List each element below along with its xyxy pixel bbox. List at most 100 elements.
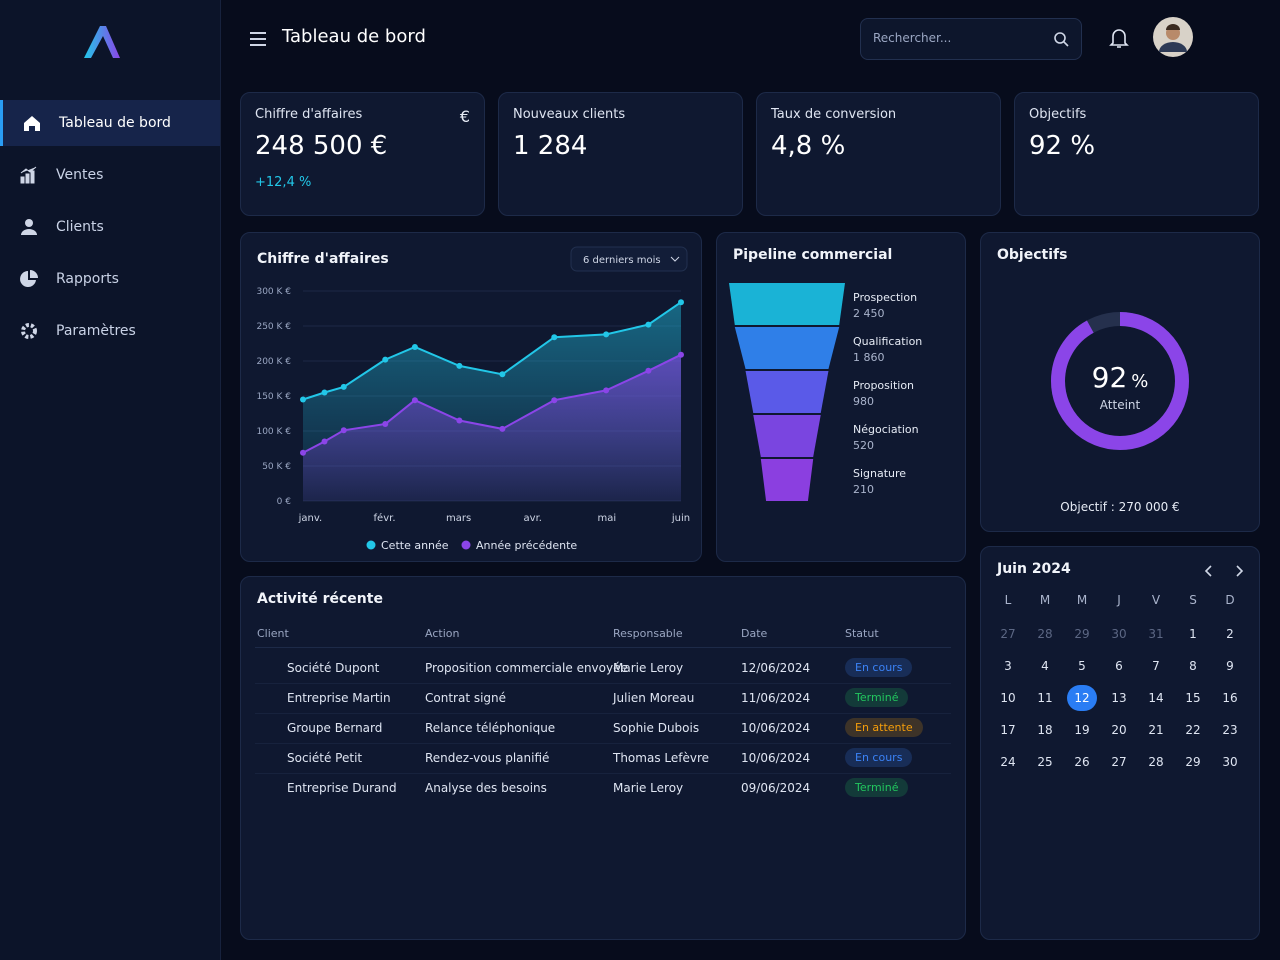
day[interactable]: 23 — [1222, 723, 1238, 737]
day[interactable]: 27 — [1000, 627, 1016, 641]
day[interactable]: 11 — [1037, 691, 1053, 705]
calendar-nav[interactable] — [1203, 563, 1247, 579]
period-label: 6 derniers mois — [583, 255, 661, 266]
day[interactable]: 2 — [1226, 627, 1234, 641]
nav-item[interactable]: Tableau de bord — [0, 100, 220, 146]
search-box[interactable]: Rechercher... — [860, 18, 1082, 60]
day[interactable]: 6 — [1115, 659, 1123, 673]
nav-icon — [21, 112, 43, 134]
weekday: L — [1004, 593, 1012, 607]
day[interactable]: 27 — [1111, 755, 1127, 769]
day[interactable]: 28 — [1037, 627, 1053, 641]
day[interactable]: 29 — [1074, 627, 1090, 641]
goal-donut: 92 % Atteint Objectif : 270 000 € — [1051, 312, 1189, 514]
revenue-chart: Chiffre d'affaires 6 derniers mois 0 € 50… — [256, 246, 690, 552]
status-badge: Terminé — [845, 688, 909, 707]
nav-label: Ventes — [56, 167, 104, 183]
pipeline-funnel: Prospection 2 450 Qualification 1 860 Propos… — [729, 283, 922, 501]
data-point — [603, 387, 610, 394]
day[interactable]: 24 — [1000, 755, 1016, 769]
day[interactable]: 21 — [1148, 723, 1164, 737]
goal-card: Objectifs 92% Atteint Objectif : 270 000 € — [980, 232, 1260, 532]
cell-client: Société Dupont — [287, 661, 380, 675]
data-point — [300, 396, 306, 403]
kpi-card: Nouveaux clients 1 284 — [498, 92, 743, 216]
day[interactable]: 15 — [1185, 691, 1201, 705]
page-title: Tableau de bord — [282, 26, 426, 47]
day[interactable]: 25 — [1037, 755, 1053, 769]
goal-caption: Atteint — [1100, 398, 1141, 412]
day[interactable]: 30 — [1111, 627, 1127, 641]
stage-name: Signature — [853, 467, 906, 480]
data-point — [411, 397, 418, 404]
icon — [20, 270, 38, 287]
header-rule — [255, 647, 951, 648]
status-badge: Terminé — [845, 778, 909, 797]
goal-number: 92 — [1092, 361, 1128, 394]
day[interactable]: 3 — [1004, 659, 1012, 673]
x-tick-label: avr. — [524, 513, 542, 524]
day[interactable]: 8 — [1189, 659, 1197, 673]
activity-card: Activité récente Client Action Responsable… — [240, 576, 966, 940]
x-tick-label: févr. — [374, 512, 396, 524]
nav-item[interactable]: Rapports — [0, 256, 220, 302]
cell-owner: Marie Leroy — [613, 661, 684, 675]
data-point — [456, 417, 463, 424]
search-icon — [1054, 32, 1069, 47]
kpi-value: 248 500 € — [255, 131, 388, 161]
nav-item[interactable]: Paramètres — [0, 308, 220, 354]
cell-owner: Thomas Lefèvre — [613, 751, 710, 765]
day[interactable]: 4 — [1041, 659, 1049, 673]
cell-client: Société Petit — [287, 751, 363, 765]
day[interactable]: 17 — [1000, 723, 1016, 737]
weekday: S — [1189, 593, 1197, 607]
icon — [24, 116, 40, 131]
day[interactable]: 31 — [1148, 627, 1164, 641]
donut-arc — [1051, 312, 1189, 450]
stage-value: 520 — [853, 439, 874, 452]
data-point — [382, 356, 389, 363]
goal-value: 92% — [1092, 361, 1149, 394]
sidebar: Tableau de bord Ventes Clients Rapports Para… — [0, 0, 221, 960]
menu-icon[interactable] — [248, 30, 268, 48]
day[interactable]: 18 — [1037, 723, 1053, 737]
cell-action: Rendez-vous planifié — [425, 751, 550, 765]
day[interactable]: 20 — [1111, 723, 1127, 737]
day[interactable]: 30 — [1222, 755, 1238, 769]
nav-item[interactable]: Ventes — [0, 152, 220, 198]
day[interactable]: 5 — [1078, 659, 1086, 673]
day[interactable]: 28 — [1148, 755, 1164, 769]
day[interactable]: 13 — [1111, 691, 1127, 705]
day[interactable]: 7 — [1152, 659, 1160, 673]
nav-icon — [18, 216, 40, 238]
day[interactable]: 26 — [1074, 755, 1090, 769]
data-point — [678, 351, 684, 358]
day[interactable]: 14 — [1148, 691, 1164, 705]
y-tick-label: 150 K € — [256, 392, 291, 402]
x-tick-label: juin — [671, 513, 690, 524]
cell-date: 09/06/2024 — [741, 781, 811, 795]
day[interactable]: 1 — [1189, 627, 1197, 641]
revenue-card: Chiffre d'affaires 6 derniers mois 0 € 50… — [240, 232, 702, 562]
bell-icon[interactable] — [1108, 26, 1130, 50]
kpi-value: 4,8 % — [771, 131, 846, 161]
day[interactable]: 9 — [1226, 659, 1234, 673]
selected-day[interactable]: 12 — [1067, 685, 1097, 711]
day[interactable]: 29 — [1185, 755, 1201, 769]
dropdown-arrow — [670, 256, 680, 262]
period-select[interactable] — [570, 246, 688, 272]
nav-item[interactable]: Clients — [0, 204, 220, 250]
row-rule — [255, 683, 951, 684]
day[interactable]: 10 — [1000, 691, 1016, 705]
day[interactable]: 22 — [1185, 723, 1201, 737]
column-header: Responsable — [613, 627, 683, 640]
day[interactable]: 19 — [1074, 723, 1090, 737]
cell-action: Proposition commerciale envoyée — [425, 661, 628, 675]
stage-value: 1 860 — [853, 351, 885, 364]
kpi-card: Objectifs 92 % — [1014, 92, 1259, 216]
avatar[interactable] — [1152, 16, 1194, 58]
cell-owner: Julien Moreau — [613, 691, 695, 705]
stage-name: Négociation — [853, 423, 919, 436]
day[interactable]: 16 — [1222, 691, 1238, 705]
